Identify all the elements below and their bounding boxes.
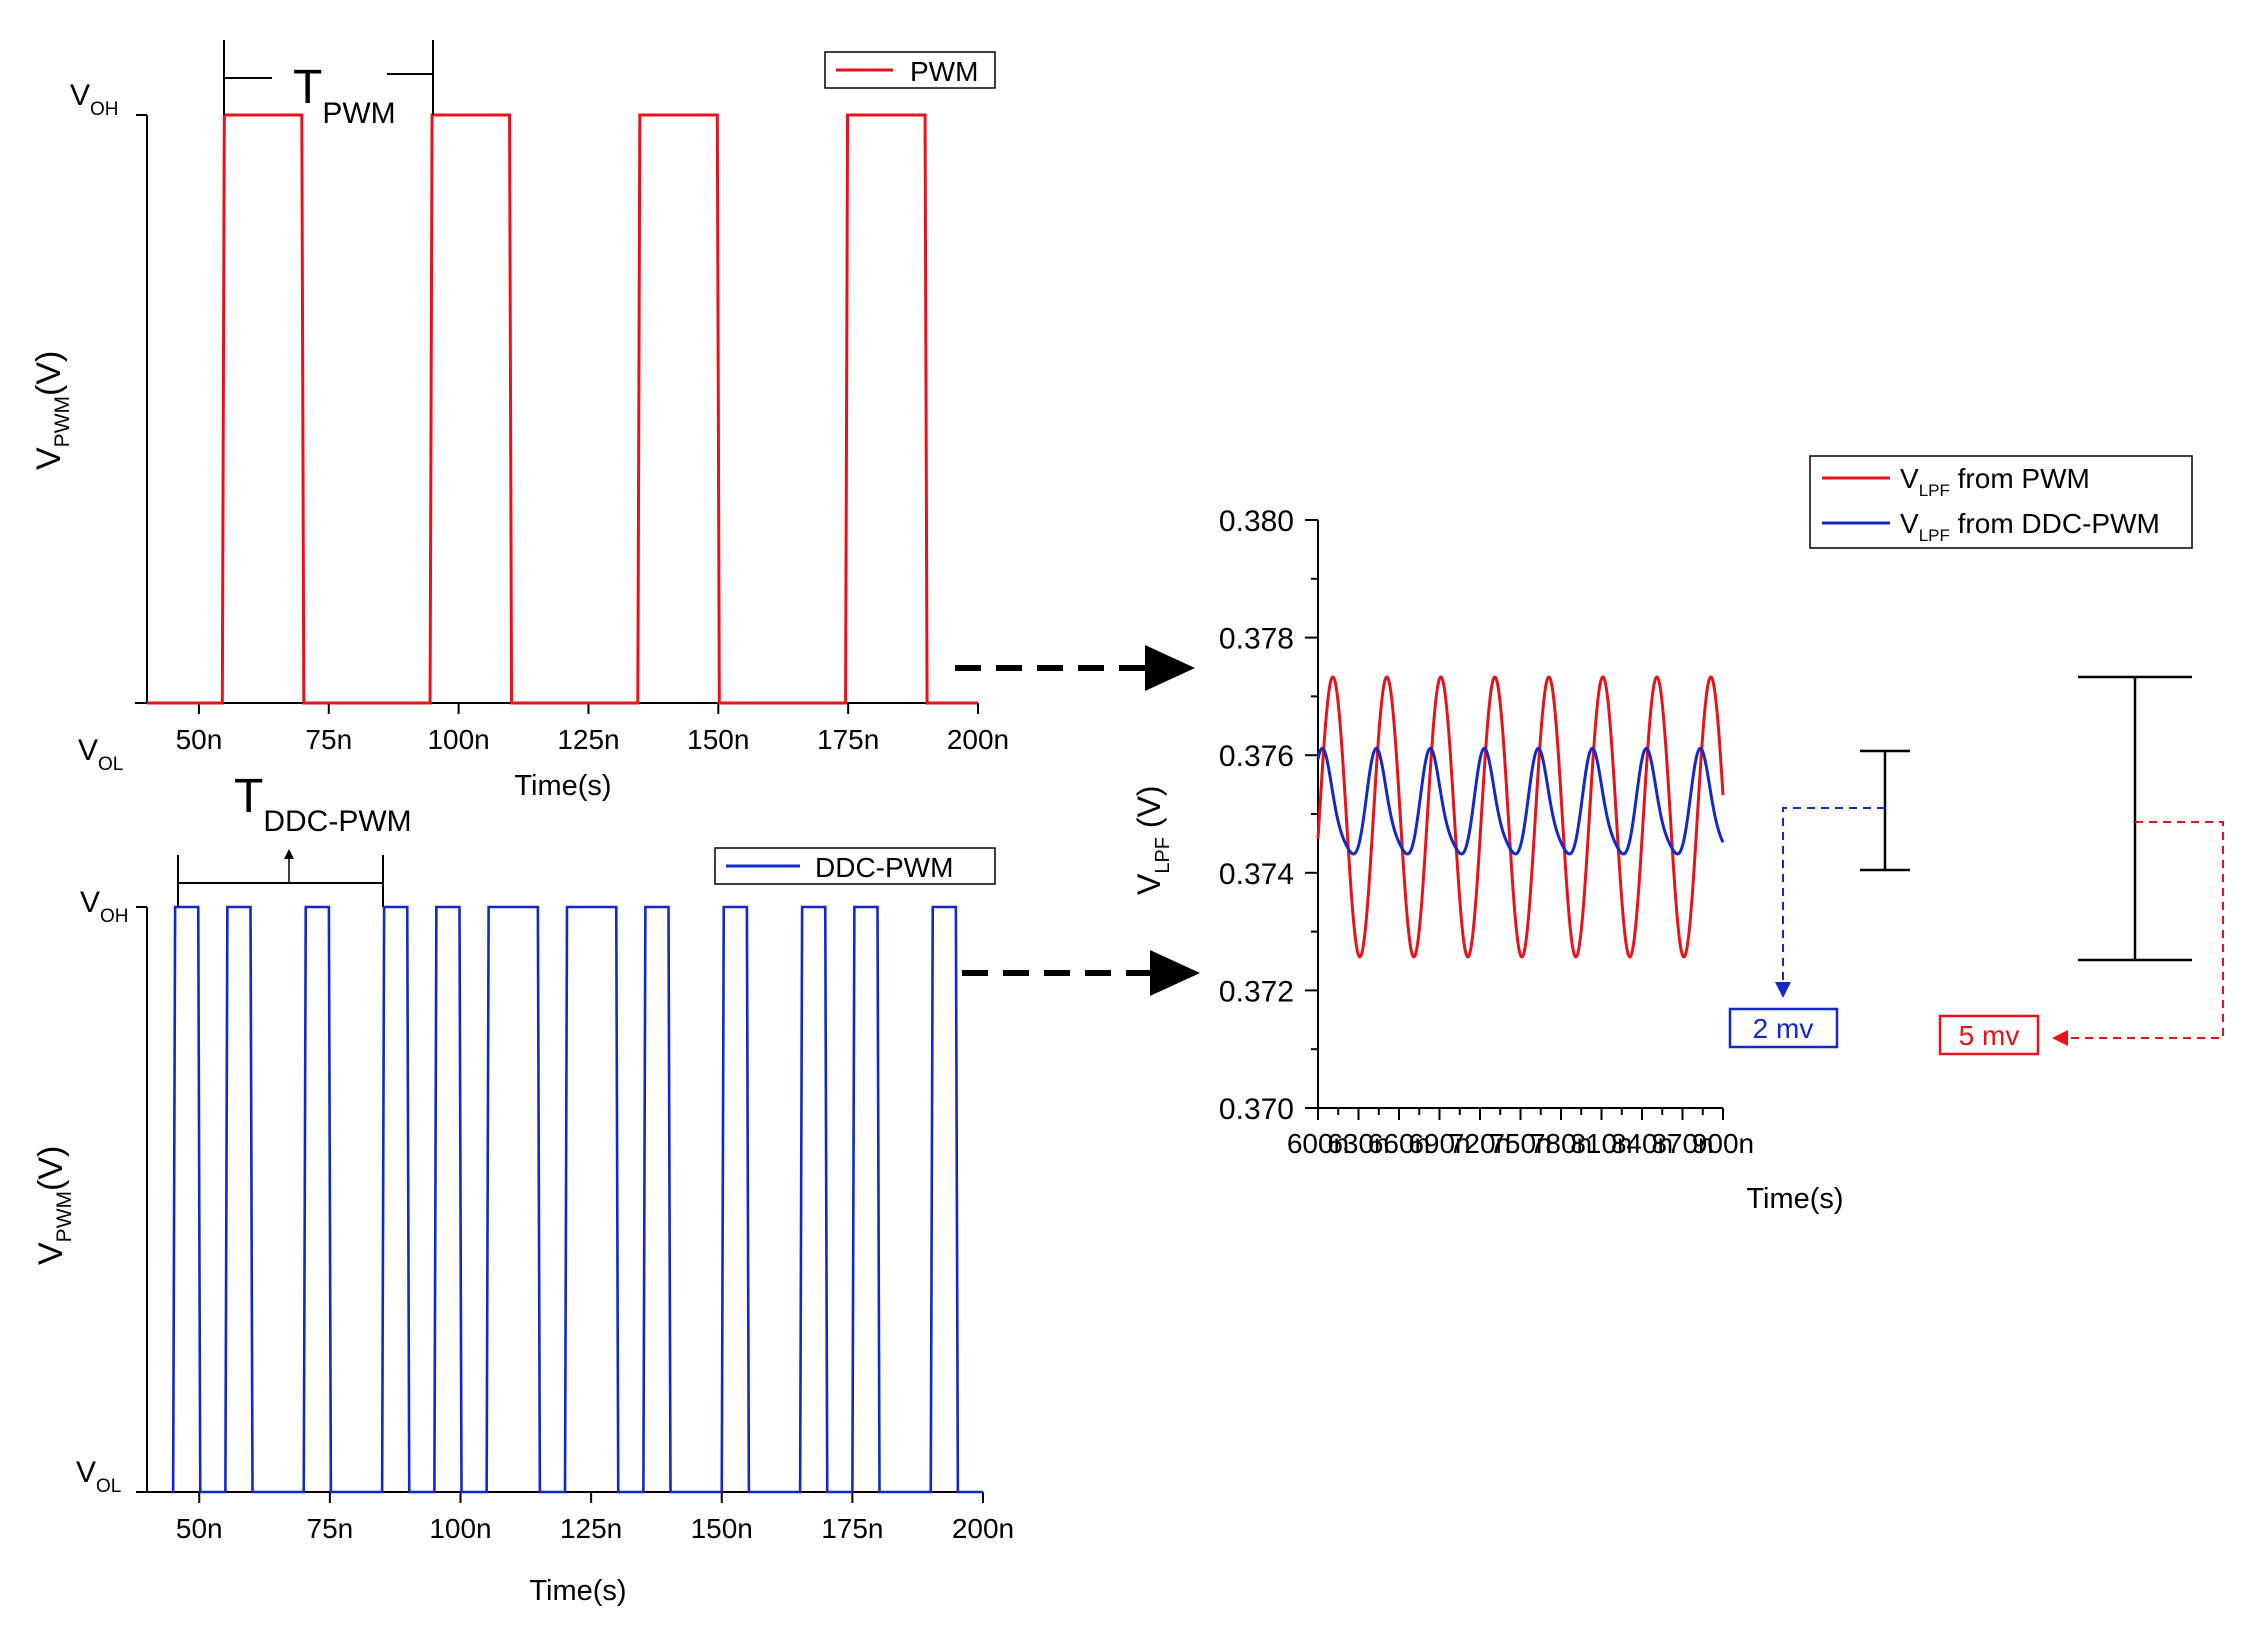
ripple-2mv-annotation: 2 mv — [1728, 807, 1885, 1049]
pwm-x-tick-label: 100n — [427, 724, 489, 755]
ddc-y-axis-label: VPWM(V) — [32, 1146, 76, 1265]
lpf-x-axis-label: Time(s) — [1746, 1183, 1843, 1215]
ripple-range-markers — [1860, 675, 2192, 962]
lpf-x-tick-label: 780n — [1530, 1128, 1592, 1159]
ripple-5mv-box — [1938, 1014, 2040, 1056]
pwm-x-tick-label: 125n — [557, 724, 619, 755]
lpf-legend-label-ddc: VLPF from DDC-PWM — [1900, 508, 2160, 545]
lpf-y-tick-label: 0.370 — [1219, 1093, 1294, 1126]
lpf-y-tick-label: 0.380 — [1219, 505, 1294, 538]
ddc-x-tick-label: 150n — [691, 1513, 753, 1544]
pwm-x-tick-label: 150n — [687, 724, 749, 755]
ddc-x-tick-label: 175n — [821, 1513, 883, 1544]
ddc-legend-label: DDC-PWM — [815, 852, 953, 883]
lpf-legend: VLPF from PWM VLPF from DDC-PWM — [1809, 455, 2193, 549]
lpf-y-tick-label: 0.374 — [1219, 858, 1294, 891]
lpf-x-ticks: 600n630n660n690n720n750n780n810n840n870n… — [1287, 1108, 1754, 1159]
pwm-x-tick-label: 200n — [947, 724, 1009, 755]
pwm-y-axis-label: VPWM(V) — [30, 351, 74, 470]
ripple-5mv-annotation: 5 mv — [1938, 821, 2224, 1056]
lpf-x-tick-label: 870n — [1651, 1128, 1713, 1159]
lpf-ddc-pwm-series-line — [1316, 746, 1725, 856]
ripple-2mv-label: 2 mv — [1753, 1013, 1814, 1044]
lpf-x-tick-label: 750n — [1489, 1128, 1551, 1159]
pwm-period-annotation: TPWM — [223, 40, 434, 130]
ddc-legend: DDC-PWM — [714, 847, 996, 885]
lpf-x-tick-label: 810n — [1570, 1128, 1632, 1159]
pwm-legend: PWM — [824, 51, 996, 89]
pwm-x-tick-label: 50n — [176, 724, 223, 755]
lpf-x-tick-label: 840n — [1611, 1128, 1673, 1159]
pwm-x-tick-label: 175n — [817, 724, 879, 755]
pwm-x-tick-label: 75n — [305, 724, 352, 755]
lpf-x-tick-label: 690n — [1408, 1128, 1470, 1159]
ddc-x-tick-label: 100n — [429, 1513, 491, 1544]
lpf-x-tick-label: 630n — [1327, 1128, 1389, 1159]
ddc-pwm-series-line — [171, 905, 983, 1494]
ddc-x-tick-label: 50n — [176, 1513, 223, 1544]
ddc-ytick-vol: VOL — [76, 1456, 121, 1497]
lpf-x-tick-label: 660n — [1368, 1128, 1430, 1159]
connector-arrows — [955, 645, 1200, 996]
ddc-period-label: TDDC-PWM — [234, 770, 412, 838]
lpf-legend-label-pwm: VLPF from PWM — [1900, 463, 2090, 500]
connector-arrow-bottom-head — [1150, 950, 1200, 996]
pwm-x-ticks: 50n 75n 100n 125n 150n 175n 200n — [176, 703, 1009, 755]
ddc-x-ticks: 50n 75n 100n 125n 150n 175n 200n — [176, 1492, 1014, 1544]
pwm-legend-label: PWM — [910, 56, 978, 87]
lpf-y-tick-label: 0.378 — [1219, 623, 1294, 656]
pwm-period-label: TPWM — [293, 61, 396, 130]
lpf-x-tick-label: 600n — [1287, 1128, 1349, 1159]
ddc-pwm-chart: 50n 75n 100n 125n 150n 175n 200n VOH VOL VPWM(… — [32, 770, 1014, 1607]
pwm-x-axis-label: Time(s) — [514, 770, 611, 802]
ripple-5mv-label: 5 mv — [1959, 1020, 2020, 1051]
lpf-x-tick-label: 720n — [1449, 1128, 1511, 1159]
ddc-period-arrowhead — [284, 849, 294, 859]
lpf-x-tick-label: 900n — [1692, 1128, 1754, 1159]
lpf-legend-box — [1809, 455, 2193, 549]
ripple-2mv-box — [1728, 1007, 1839, 1049]
ddc-x-tick-label: 125n — [560, 1513, 622, 1544]
ddc-ytick-voh: VOH — [80, 886, 129, 927]
ripple-5mv-leader — [2065, 821, 2224, 1039]
lpf-pwm-series-line — [1316, 675, 1725, 959]
connector-arrow-top-head — [1145, 645, 1195, 691]
ddc-x-axis-label: Time(s) — [529, 1575, 626, 1607]
pwm-ytick-voh: VOH — [70, 79, 119, 120]
lpf-y-tick-label: 0.372 — [1219, 975, 1294, 1008]
ddc-x-tick-label: 200n — [952, 1513, 1014, 1544]
ddc-period-annotation: TDDC-PWM — [177, 770, 412, 907]
lpf-y-ticks: 0.370 0.372 0.374 0.376 0.378 0.380 — [1219, 505, 1318, 1126]
ripple-5mv-arrowhead — [2052, 1030, 2068, 1046]
ripple-2mv-arrowhead — [1775, 982, 1791, 998]
pwm-series-line — [147, 113, 978, 705]
pwm-ytick-vol: VOL — [78, 734, 123, 775]
lpf-y-tick-label: 0.376 — [1219, 740, 1294, 773]
lpf-y-axis-label: VLPF (V) — [1131, 785, 1174, 895]
ddc-x-tick-label: 75n — [307, 1513, 354, 1544]
pwm-chart: 50n 75n 100n 125n 150n 175n 200n VOH VOL VPWM(… — [30, 40, 1009, 802]
ripple-2mv-leader — [1782, 807, 1885, 987]
